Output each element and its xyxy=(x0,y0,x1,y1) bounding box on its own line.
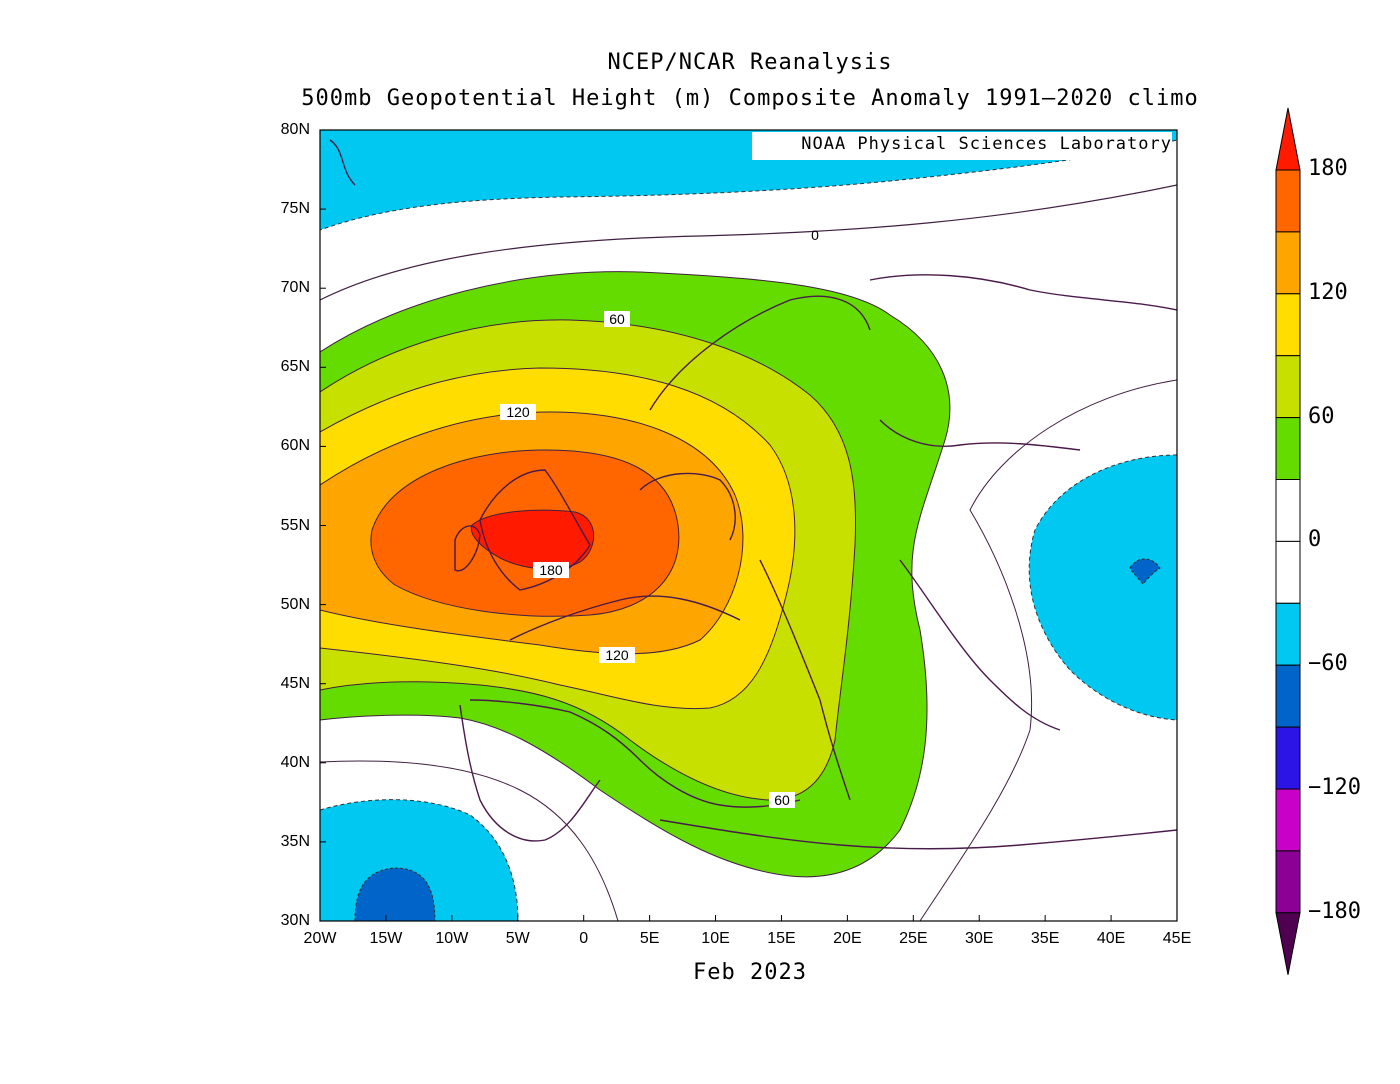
colorbar-segment xyxy=(1275,788,1301,852)
y-tick-label: 80N xyxy=(280,121,310,138)
x-tick-label: 25E xyxy=(899,930,928,947)
y-tick-label: 65N xyxy=(280,358,310,376)
colorbar-label: 180 xyxy=(1308,156,1348,181)
x-tick-label: 0 xyxy=(579,930,589,947)
colorbar-segment xyxy=(1275,169,1301,233)
y-tick-label: 50N xyxy=(280,595,310,613)
colorbar-bottom-arrow xyxy=(1275,912,1301,975)
contour-labels: 0 60 120 180 120 60 xyxy=(500,227,819,808)
colorbar-label: 60 xyxy=(1308,403,1335,429)
colorbar-segment xyxy=(1275,417,1301,481)
y-tick-label: 40N xyxy=(280,753,310,771)
colorbar-segment xyxy=(1275,479,1301,542)
x-tick-label: 15E xyxy=(767,930,796,947)
x-tick-label: 5W xyxy=(505,930,530,947)
colorbar xyxy=(1275,107,1301,975)
fill-blue-east xyxy=(1129,558,1161,585)
x-tick-label: 10E xyxy=(701,930,730,947)
x-tick-label: 15W xyxy=(369,930,403,947)
coastlines xyxy=(329,139,1177,850)
contour-east-line xyxy=(919,379,1177,921)
colorbar-segment xyxy=(1275,602,1301,666)
contour-neg-line-west xyxy=(320,760,619,921)
x-tick-label: 10W xyxy=(435,930,469,947)
axis-ticks xyxy=(319,129,1178,922)
colorbar-label: 0 xyxy=(1308,527,1322,553)
fill-red-180 xyxy=(470,509,595,570)
colorbar-segment xyxy=(1275,726,1301,790)
colorbar-label: −60 xyxy=(1308,651,1348,677)
contour-label-60-north: 60 xyxy=(609,311,625,327)
colorbar-top-arrow xyxy=(1275,107,1301,171)
colorbar-segment xyxy=(1275,540,1301,604)
contour-label-120-south: 120 xyxy=(605,647,629,663)
colorbar-label: −180 xyxy=(1308,898,1361,924)
x-tick-label: 40E xyxy=(1096,930,1126,947)
contour-label-0: 0 xyxy=(811,227,819,243)
y-tick-label: 30N xyxy=(280,912,310,929)
x-tick-label: 20E xyxy=(833,930,862,947)
y-tick-label: 60N xyxy=(280,437,310,455)
contour-zero xyxy=(320,184,1177,301)
credit-box: NOAA Physical Sciences Laboratory xyxy=(752,132,1172,160)
colorbar-segment xyxy=(1275,355,1301,419)
contour-label-120-north: 120 xyxy=(506,404,530,420)
y-tick-label: 70N xyxy=(280,279,310,297)
contour-label-180: 180 xyxy=(539,562,563,578)
x-tick-label: 35E xyxy=(1030,930,1060,947)
x-tick-label: 30E xyxy=(964,930,994,947)
colorbar-segment xyxy=(1275,293,1301,357)
colorbar-segment xyxy=(1275,231,1301,295)
credit-text: NOAA Physical Sciences Laboratory xyxy=(801,134,1172,154)
colorbar-label: −120 xyxy=(1308,775,1361,800)
x-tick-label: 5E xyxy=(639,930,660,947)
fill-negative-east xyxy=(1028,454,1177,721)
period-label: Feb 2023 xyxy=(693,960,807,985)
y-tick-label: 55N xyxy=(280,516,310,534)
chart-subtitle: 500mb Geopotential Height (m) Composite … xyxy=(301,86,1199,111)
contour-label-60-south: 60 xyxy=(774,792,790,808)
anomaly-field xyxy=(320,130,1177,921)
y-tick-label: 75N xyxy=(280,200,310,218)
y-tick-label: 45N xyxy=(280,674,310,692)
colorbar-segment xyxy=(1275,850,1301,914)
colorbar-segment xyxy=(1275,664,1301,728)
colorbar-label: 120 xyxy=(1308,279,1348,305)
chart-title: NCEP/NCAR Reanalysis xyxy=(607,50,893,75)
x-tick-label: 45E xyxy=(1162,930,1192,947)
x-tick-label: 20W xyxy=(303,930,337,947)
y-tick-label: 35N xyxy=(280,832,310,850)
fill-blue-southwest xyxy=(354,867,436,921)
